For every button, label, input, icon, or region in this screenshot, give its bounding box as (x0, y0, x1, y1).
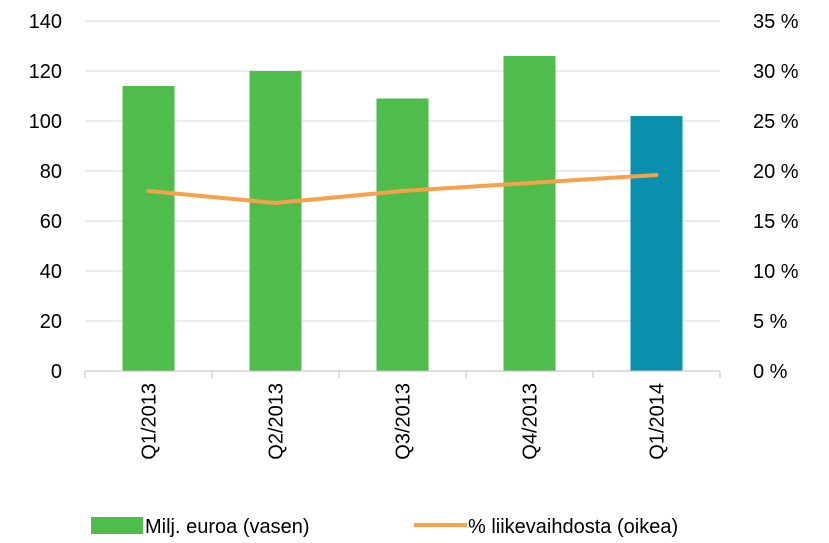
y-right-tick-label: 10 % (753, 261, 799, 283)
y-left-tick-label: 60 (40, 211, 62, 233)
legend-label-line: % liikevaihdosta (oikea) (468, 516, 678, 538)
y-left-tick-label: 120 (29, 61, 62, 83)
y-left-tick-label: 140 (29, 11, 62, 33)
y-left-tick-label: 100 (29, 111, 62, 133)
y-right-tick-label: 20 % (753, 161, 799, 183)
axes: 0 20 40 60 80 100 120 140 0 % 5 % 10 % 15 % 20 % 25 %… (29, 11, 799, 460)
y-left-tick-label: 40 (40, 261, 62, 283)
line-series (146, 173, 659, 205)
bar-series (122, 56, 683, 371)
y-right-tick-label: 25 % (753, 111, 799, 133)
x-tick-label: Q3/2013 (393, 383, 415, 460)
x-tick-label: Q1/2014 (647, 383, 669, 460)
legend-swatch-bars (91, 517, 143, 534)
y-right-tick-label: 5 % (753, 311, 788, 333)
y-left-tick-label: 20 (40, 311, 62, 333)
bar (249, 71, 302, 371)
bar (376, 98, 429, 371)
x-tick-label: Q1/2013 (139, 383, 161, 460)
legend: Milj. euroa (vasen) % liikevaihdosta (oi… (91, 516, 678, 538)
y-right-tick-label: 30 % (753, 61, 799, 83)
bar (630, 116, 683, 371)
y-left-tick-label: 80 (40, 161, 62, 183)
y-right-tick-label: 35 % (753, 11, 799, 33)
bar (503, 56, 556, 371)
x-tick-label: Q4/2013 (520, 383, 542, 460)
legend-label-bars: Milj. euroa (vasen) (145, 516, 310, 538)
x-tick-label: Q2/2013 (266, 383, 288, 460)
y-left-tick-label: 0 (51, 361, 62, 383)
y-right-tick-label: 15 % (753, 211, 799, 233)
bar (122, 86, 175, 371)
y-right-tick-label: 0 % (753, 361, 788, 383)
